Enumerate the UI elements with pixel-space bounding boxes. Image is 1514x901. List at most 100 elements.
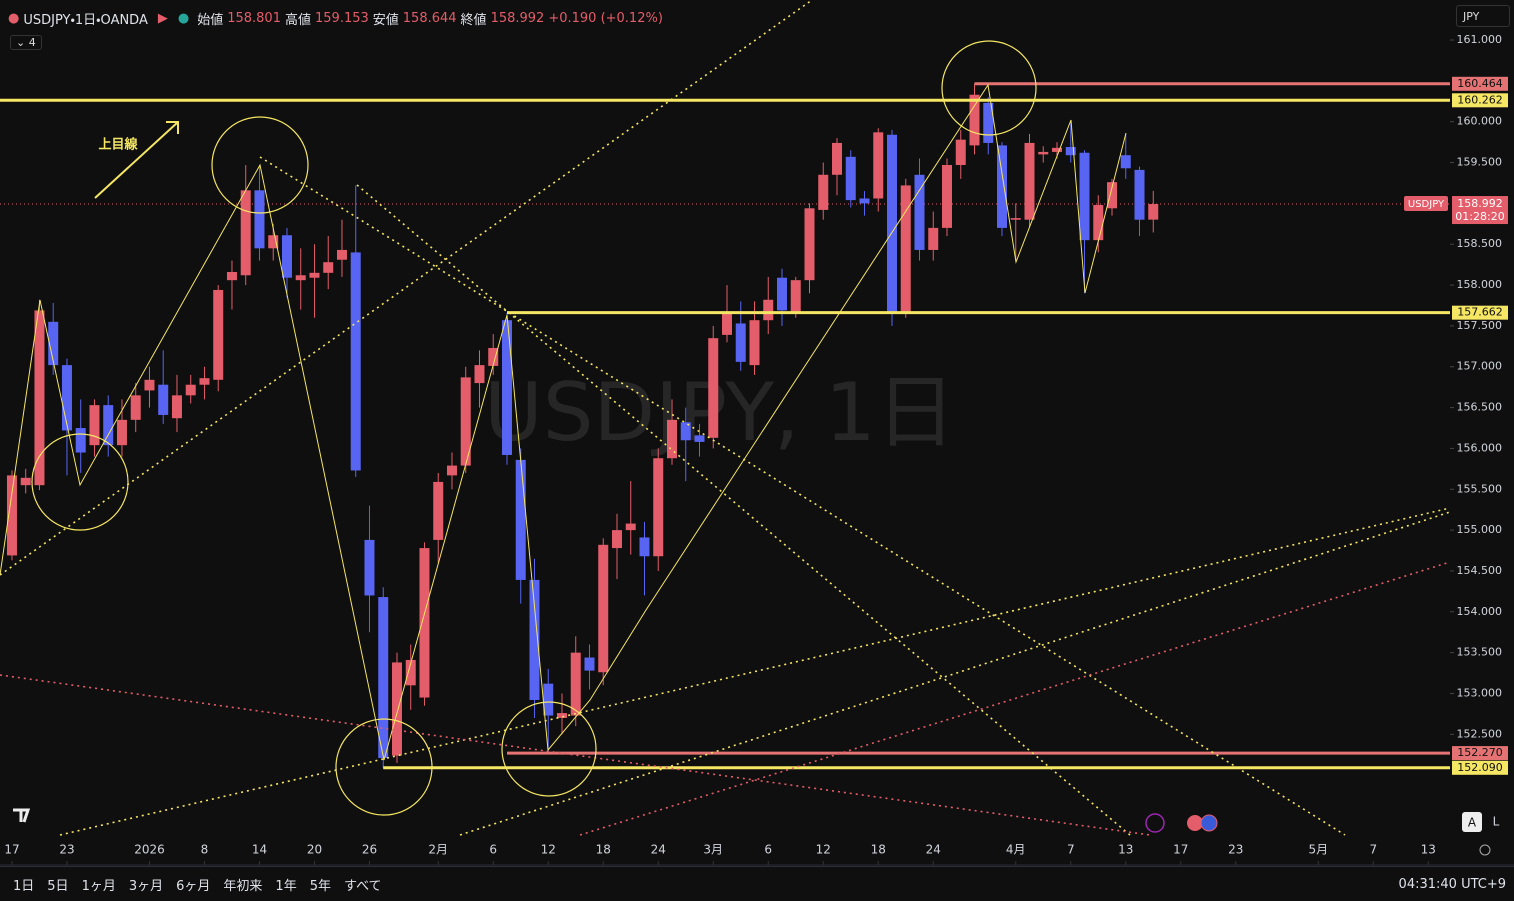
range-button[interactable]: 1日 [13,878,35,894]
event-icon [1187,815,1203,831]
scale-auto[interactable]: A [1468,816,1477,830]
range-button[interactable]: 年初来 [223,878,263,894]
change: +0.190 (+0.12%) [548,10,663,26]
range-button[interactable]: 1ヶ月 [81,878,116,894]
candle-body [501,320,512,455]
candle-body [89,405,100,446]
trend-line [0,674,1151,836]
candle-body [378,597,389,758]
candle-body [914,174,925,250]
candle-body [405,659,416,686]
range-button[interactable]: 3ヶ月 [128,878,164,894]
candle-body [1024,142,1035,220]
candle-body [226,271,237,281]
bottom-toolbar: 1日 5日 1ヶ月 3ヶ月 6ヶ月 年初来 1年 5年 すべて 04:31:40 UTC+9 [0,866,1514,901]
last-symbol-bg [1404,196,1448,212]
candle-body [942,164,953,228]
candle-body [1052,147,1063,152]
open-label: 始値 [197,12,224,28]
status-dot: ● [177,10,190,26]
range-button[interactable]: 1年 [275,878,297,894]
level-label-bg [1452,746,1508,761]
candle-body [955,139,966,165]
scale-log[interactable]: L [1493,815,1500,829]
event-icon [1200,814,1218,832]
candle-body [130,395,141,420]
candle-body [350,252,361,471]
range-button[interactable]: 6ヶ月 [176,878,211,894]
last-price: 158.992 [1457,197,1503,210]
low: 158.644 [402,10,457,26]
candle-body [845,156,856,201]
level-label: 157.662 [1457,306,1503,319]
candle-body [680,422,691,441]
candle-body [790,280,801,313]
candle-body [199,378,210,385]
x-tick-label: 8 [201,843,209,857]
x-tick-label: 2月 [428,843,448,857]
candle-body [543,683,554,716]
candle-body [1134,169,1145,220]
candle-body [983,102,994,143]
symbol[interactable]: USDJPY・1日・OANDA [23,12,148,28]
candle-body [144,379,155,391]
x-tick-label: 24 [651,843,666,857]
drawings [0,0,1451,836]
candle-body [570,652,581,716]
y-tick-label: 156.500 [1457,401,1503,414]
x-tick-label: 13 [1118,843,1133,857]
x-tick-label: 20 [307,843,322,857]
x-tick-label: 26 [362,843,377,857]
candle-body [75,428,86,453]
x-tick-label: 6 [489,843,497,857]
candle-body [185,384,196,396]
candle-body [281,235,292,278]
trend-line [579,561,1451,836]
candle-body [488,347,499,366]
scale-button[interactable] [1462,812,1482,832]
close-label: 終値 [460,12,487,28]
x-tick-label: 23 [59,843,74,857]
high-label: 高値 [284,12,311,28]
candle-body [240,190,251,276]
y-tick-label: 161.000 [1457,33,1503,46]
candle-body [323,262,334,273]
candle-body [391,662,402,756]
range-button[interactable]: 5年 [309,878,331,894]
settings-icon[interactable] [1479,844,1491,856]
candle-body [804,208,815,281]
level-label-bg [1452,760,1508,775]
range-button[interactable]: 5日 [47,878,69,894]
currency-select[interactable]: JPY [1456,5,1510,27]
candle-body [116,419,127,446]
candle-body [474,365,485,384]
candle-body [625,523,636,531]
x-tick-label: 24 [926,843,941,857]
candle-body [295,275,306,281]
level-label: 160.464 [1457,77,1503,90]
y-tick-label: 157.500 [1457,319,1503,332]
candle-body [1010,218,1021,220]
candle-body [61,365,72,431]
candle-body [598,544,609,673]
candle-body [859,198,870,204]
y-tick-label: 155.500 [1457,482,1503,495]
y-tick-label: 156.000 [1457,441,1503,454]
candle-body [928,227,939,250]
candle-body [1065,147,1076,156]
level-label: 152.090 [1457,761,1503,774]
indicator-toggle[interactable]: ⌄ 4 [10,35,42,50]
candle-body [735,323,746,362]
y-tick-label: 158.500 [1457,237,1503,250]
x-tick-label: 7 [1369,843,1377,857]
trend-line [59,507,1451,836]
event-icon [1145,813,1165,833]
candle-body [20,477,31,486]
candle-body [776,277,787,311]
candle-body [446,465,457,476]
candle-body [873,132,884,199]
range-button[interactable]: すべて [343,878,382,894]
